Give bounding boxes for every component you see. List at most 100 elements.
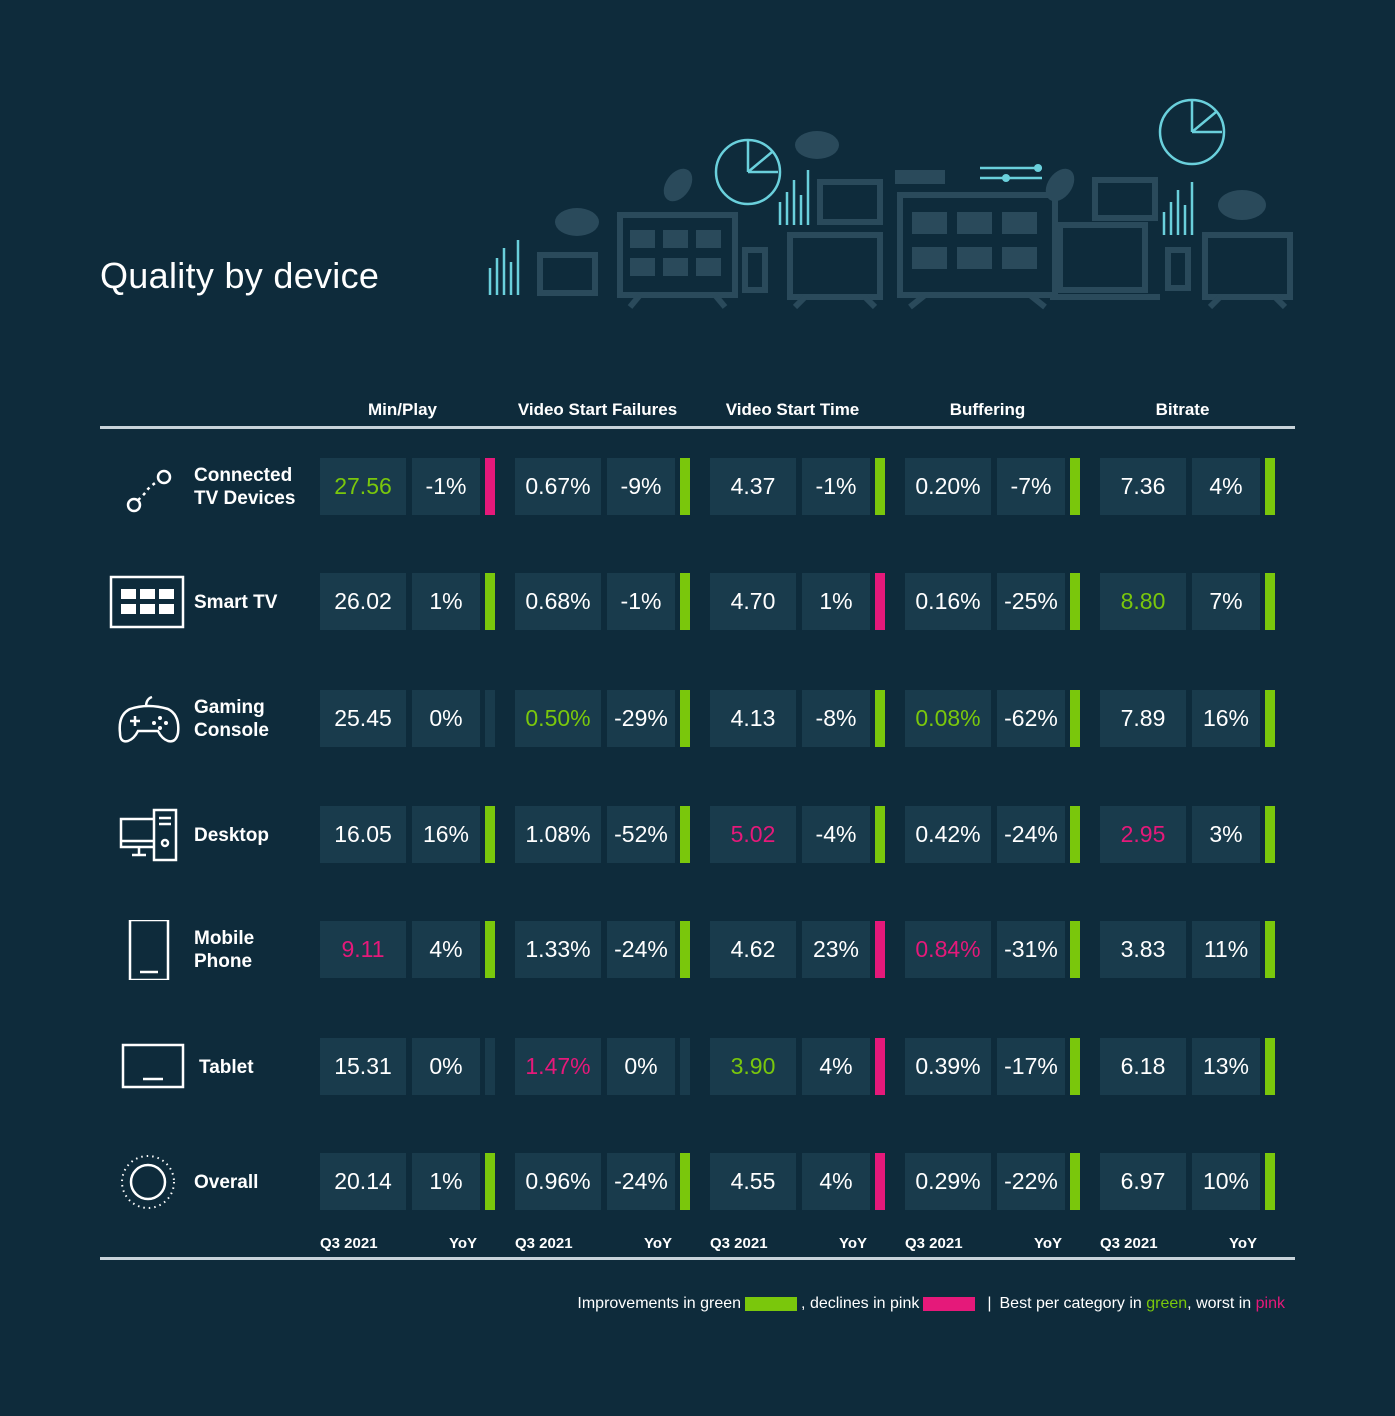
trend-indicator xyxy=(1070,1153,1080,1210)
yoy-cell: -1% xyxy=(607,573,675,630)
value-cell: 20.14 xyxy=(320,1153,406,1210)
value-cell: 0.29% xyxy=(905,1153,991,1210)
table-row: Gaming Console 25.45 0% 0.50% -29% 4.13 -8% 0.08… xyxy=(0,689,1395,749)
yoy-cell: 23% xyxy=(802,921,870,978)
value-cell: 0.42% xyxy=(905,806,991,863)
value-cell: 4.55 xyxy=(710,1153,796,1210)
trend-indicator xyxy=(1265,1038,1275,1095)
trend-indicator xyxy=(1070,1038,1080,1095)
trend-indicator xyxy=(1265,806,1275,863)
connected-tv-icon xyxy=(108,457,188,517)
subheader-quarter: Q3 2021 xyxy=(515,1235,573,1252)
footer-rule xyxy=(100,1257,1295,1260)
value-cell: 0.08% xyxy=(905,690,991,747)
trend-indicator xyxy=(485,690,495,747)
legend-separator: | xyxy=(987,1295,992,1312)
legend-worst-text: , worst in xyxy=(1187,1295,1256,1312)
trend-indicator xyxy=(485,573,495,630)
trend-indicator xyxy=(875,573,885,630)
trend-indicator xyxy=(875,806,885,863)
trend-indicator xyxy=(485,1153,495,1210)
legend-declines-text: , declines in pink xyxy=(801,1295,920,1312)
legend-green-word: green xyxy=(1146,1295,1188,1312)
value-cell: 16.05 xyxy=(320,806,406,863)
column-header-bitrate: Bitrate xyxy=(1155,400,1210,419)
value-cell: 7.89 xyxy=(1100,690,1186,747)
value-cell: 26.02 xyxy=(320,573,406,630)
subheader-yoy: YoY xyxy=(449,1235,478,1252)
trend-indicator xyxy=(680,921,690,978)
subheader-yoy: YoY xyxy=(1229,1235,1258,1252)
yoy-cell: -1% xyxy=(802,458,870,515)
trend-indicator xyxy=(1265,573,1275,630)
value-cell: 15.31 xyxy=(320,1038,406,1095)
subheader-quarter: Q3 2021 xyxy=(320,1235,378,1252)
column-header-video-start-time: Video Start Time xyxy=(725,400,860,419)
yoy-cell: -1% xyxy=(412,458,480,515)
device-label: Overall xyxy=(194,1171,259,1193)
value-cell: 6.97 xyxy=(1100,1153,1186,1210)
table-row: Desktop 16.05 16% 1.08% -52% 5.02 -4% 0.42% -24%… xyxy=(0,805,1395,865)
table-row: Overall 20.14 1% 0.96% -24% 4.55 4% 0.29% -22% 6.… xyxy=(0,1152,1395,1212)
device-label: Gaming Console xyxy=(194,697,269,741)
subheader-yoy: YoY xyxy=(644,1235,673,1252)
column-header-video-start-failures: Video Start Failures xyxy=(517,400,678,419)
yoy-cell: -17% xyxy=(997,1038,1065,1095)
yoy-cell: 13% xyxy=(1192,1038,1260,1095)
value-cell: 4.37 xyxy=(710,458,796,515)
yoy-cell: 4% xyxy=(802,1038,870,1095)
device-label: Mobile Phone xyxy=(194,928,255,972)
value-cell: 1.33% xyxy=(515,921,601,978)
trend-indicator xyxy=(875,1038,885,1095)
trend-indicator xyxy=(680,806,690,863)
table-row: Connected TV Devices 27.56 -1% 0.67% -9% 4.37-… xyxy=(0,457,1395,517)
value-cell: 3.90 xyxy=(710,1038,796,1095)
tablet-icon xyxy=(108,1037,188,1097)
subheader-quarter: Q3 2021 xyxy=(710,1235,768,1252)
trend-indicator xyxy=(1070,806,1080,863)
trend-indicator xyxy=(1265,921,1275,978)
trend-indicator xyxy=(875,690,885,747)
yoy-cell: -24% xyxy=(607,1153,675,1210)
trend-indicator xyxy=(1070,573,1080,630)
yoy-cell: -22% xyxy=(997,1153,1065,1210)
trend-indicator xyxy=(1070,458,1080,515)
yoy-cell: 1% xyxy=(412,573,480,630)
trend-indicator xyxy=(1265,458,1275,515)
yoy-cell: 1% xyxy=(412,1153,480,1210)
legend-best-text: Best per category in xyxy=(999,1295,1147,1312)
yoy-cell: -62% xyxy=(997,690,1065,747)
trend-indicator xyxy=(485,806,495,863)
value-cell: 9.11 xyxy=(320,921,406,978)
trend-indicator xyxy=(485,1038,495,1095)
value-cell: 0.96% xyxy=(515,1153,601,1210)
yoy-cell: 16% xyxy=(1192,690,1260,747)
yoy-cell: -29% xyxy=(607,690,675,747)
value-cell: 6.18 xyxy=(1100,1038,1186,1095)
legend-improvements-text: Improvements in green xyxy=(577,1295,742,1312)
legend-green-swatch xyxy=(745,1297,798,1311)
yoy-cell: 1% xyxy=(802,573,870,630)
yoy-cell: -9% xyxy=(607,458,675,515)
header-rule xyxy=(100,426,1295,429)
device-label: Tablet xyxy=(199,1056,254,1078)
subheader-quarter: Q3 2021 xyxy=(905,1235,963,1252)
device-label: Desktop xyxy=(194,824,269,846)
value-cell: 0.50% xyxy=(515,690,601,747)
column-header-min-play: Min/Play xyxy=(368,400,437,419)
trend-indicator xyxy=(680,1038,690,1095)
value-cell: 8.80 xyxy=(1100,573,1186,630)
trend-indicator xyxy=(1265,1153,1275,1210)
legend-pink-swatch xyxy=(923,1297,976,1311)
yoy-cell: 10% xyxy=(1192,1153,1260,1210)
value-cell: 2.95 xyxy=(1100,806,1186,863)
yoy-cell: 0% xyxy=(412,690,480,747)
value-cell: 0.16% xyxy=(905,573,991,630)
legend: Improvements in green , declines in pink… xyxy=(577,1295,1285,1313)
trend-indicator xyxy=(680,458,690,515)
trend-indicator xyxy=(875,921,885,978)
table-row: Tablet 15.31 0% 1.47% 0% 3.90 4% 0.39% -17% 6.18 1… xyxy=(0,1037,1395,1097)
trend-indicator xyxy=(1070,921,1080,978)
trend-indicator xyxy=(1265,690,1275,747)
device-illustration-icon xyxy=(488,98,1293,310)
